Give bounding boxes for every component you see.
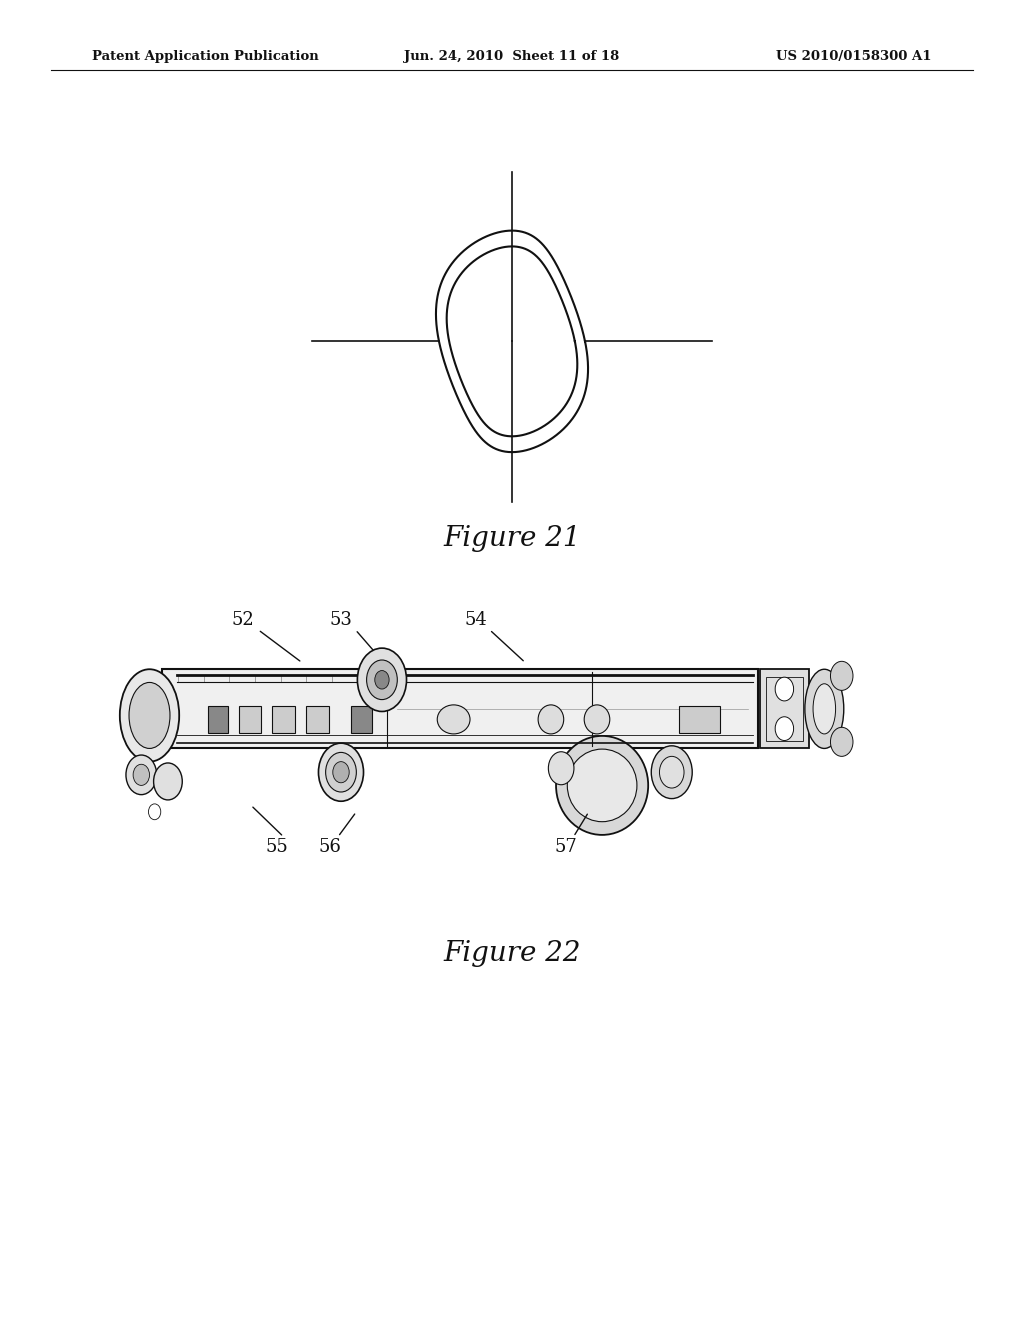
Ellipse shape [567, 750, 637, 821]
Bar [208, 706, 228, 733]
Ellipse shape [584, 705, 609, 734]
Ellipse shape [775, 677, 794, 701]
Bar [351, 706, 372, 733]
Text: US 2010/0158300 A1: US 2010/0158300 A1 [776, 50, 932, 63]
Text: Jun. 24, 2010  Sheet 11 of 18: Jun. 24, 2010 Sheet 11 of 18 [404, 50, 620, 63]
Ellipse shape [813, 684, 836, 734]
Text: 52: 52 [231, 611, 254, 630]
Ellipse shape [126, 755, 157, 795]
Ellipse shape [556, 737, 648, 836]
Bar [162, 669, 758, 748]
Bar [306, 706, 329, 733]
Ellipse shape [805, 669, 844, 748]
Ellipse shape [437, 705, 470, 734]
Ellipse shape [651, 746, 692, 799]
Text: 55: 55 [265, 838, 288, 857]
Bar [679, 706, 720, 733]
Text: 54: 54 [465, 611, 487, 630]
Bar [239, 706, 261, 733]
Bar [272, 706, 295, 733]
Ellipse shape [333, 762, 349, 783]
Ellipse shape [659, 756, 684, 788]
Ellipse shape [830, 727, 853, 756]
Ellipse shape [326, 752, 356, 792]
Ellipse shape [148, 804, 161, 820]
Ellipse shape [548, 751, 573, 784]
Bar [766, 677, 803, 741]
Ellipse shape [375, 671, 389, 689]
Text: 53: 53 [330, 611, 352, 630]
Ellipse shape [129, 682, 170, 748]
Ellipse shape [539, 705, 563, 734]
Text: 57: 57 [555, 838, 578, 857]
Ellipse shape [318, 743, 364, 801]
Ellipse shape [120, 669, 179, 762]
Bar [760, 669, 809, 748]
Text: Patent Application Publication: Patent Application Publication [92, 50, 318, 63]
Text: 56: 56 [318, 838, 341, 857]
Ellipse shape [357, 648, 407, 711]
Ellipse shape [133, 764, 150, 785]
Ellipse shape [775, 717, 794, 741]
Ellipse shape [830, 661, 853, 690]
Text: Figure 22: Figure 22 [443, 940, 581, 966]
Ellipse shape [367, 660, 397, 700]
Ellipse shape [154, 763, 182, 800]
Text: Figure 21: Figure 21 [443, 525, 581, 552]
